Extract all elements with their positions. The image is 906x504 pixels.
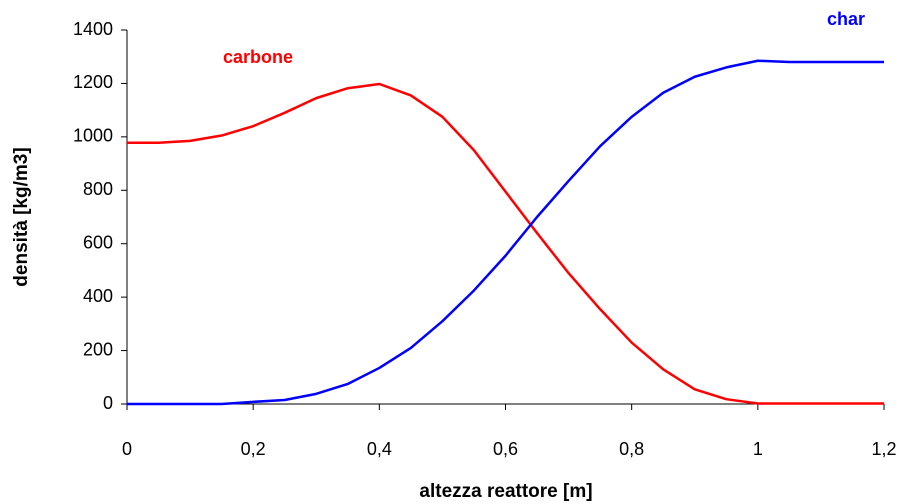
y-tick-label: 1000: [73, 126, 113, 146]
y-tick-label: 1400: [73, 19, 113, 39]
x-tick-label: 1,2: [871, 439, 896, 459]
x-tick-label: 0: [122, 439, 132, 459]
x-tick-label: 1: [753, 439, 763, 459]
x-tick-label: 0,8: [619, 439, 644, 459]
y-axis-title: densità [kg/m3]: [11, 147, 32, 286]
y-tick-label: 1200: [73, 72, 113, 92]
y-tick-label: 0: [103, 393, 113, 413]
x-tick-label: 0,6: [493, 439, 518, 459]
y-tick-label: 600: [83, 232, 113, 252]
y-tick-label: 200: [83, 339, 113, 359]
y-tick-label: 800: [83, 179, 113, 199]
x-tick-label: 0,4: [367, 439, 392, 459]
series-label: char: [827, 9, 865, 29]
y-tick-label: 400: [83, 286, 113, 306]
series-line: [127, 82, 884, 405]
x-axis-title: altezza reattore [m]: [419, 481, 592, 502]
series-label: carbone: [223, 47, 293, 67]
series-line: [127, 59, 884, 406]
x-tick-label: 0,2: [241, 439, 266, 459]
